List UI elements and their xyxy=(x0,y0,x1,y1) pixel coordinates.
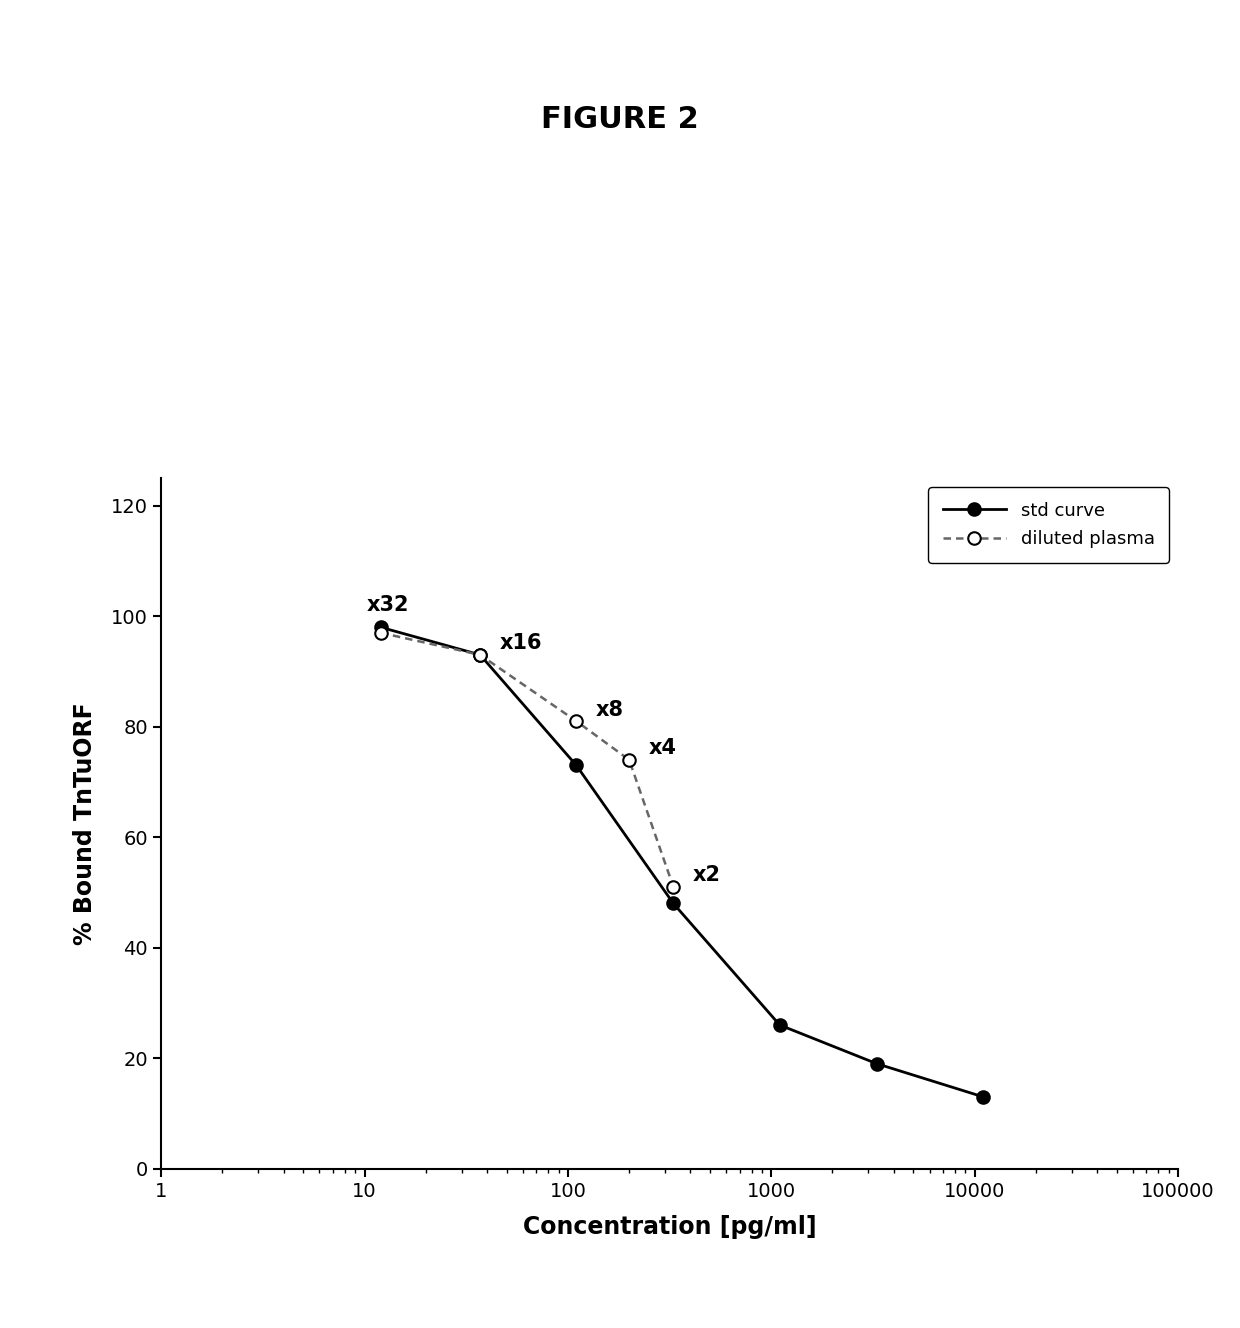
Text: x2: x2 xyxy=(693,866,722,886)
X-axis label: Concentration [pg/ml]: Concentration [pg/ml] xyxy=(523,1215,816,1239)
Text: x4: x4 xyxy=(649,738,677,758)
diluted plasma xyxy=(373,624,388,640)
std curve xyxy=(472,647,487,663)
diluted plasma xyxy=(666,879,681,895)
Text: x32: x32 xyxy=(366,595,409,615)
Line: diluted plasma: diluted plasma xyxy=(374,627,680,894)
std curve xyxy=(666,895,681,911)
diluted plasma xyxy=(472,647,487,663)
Y-axis label: % Bound TnTuORF: % Bound TnTuORF xyxy=(73,703,97,944)
std curve xyxy=(773,1017,787,1033)
Text: x16: x16 xyxy=(500,633,542,653)
std curve xyxy=(569,757,584,773)
diluted plasma xyxy=(621,752,636,768)
Text: x8: x8 xyxy=(596,700,624,720)
std curve xyxy=(869,1056,884,1072)
diluted plasma xyxy=(569,713,584,729)
Line: std curve: std curve xyxy=(374,622,990,1104)
std curve xyxy=(373,619,388,635)
Text: FIGURE 2: FIGURE 2 xyxy=(541,105,699,134)
std curve xyxy=(976,1089,991,1105)
Legend: std curve, diluted plasma: std curve, diluted plasma xyxy=(929,487,1169,563)
